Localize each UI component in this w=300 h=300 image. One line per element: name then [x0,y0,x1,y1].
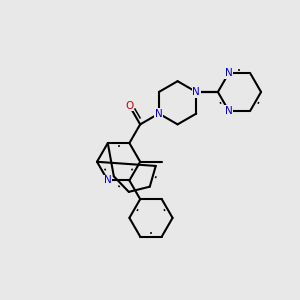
Text: N: N [104,176,112,185]
Text: N: N [155,109,163,118]
Text: N: N [225,68,232,78]
Text: N: N [225,106,232,116]
Text: N: N [192,87,200,97]
Text: O: O [125,101,134,111]
